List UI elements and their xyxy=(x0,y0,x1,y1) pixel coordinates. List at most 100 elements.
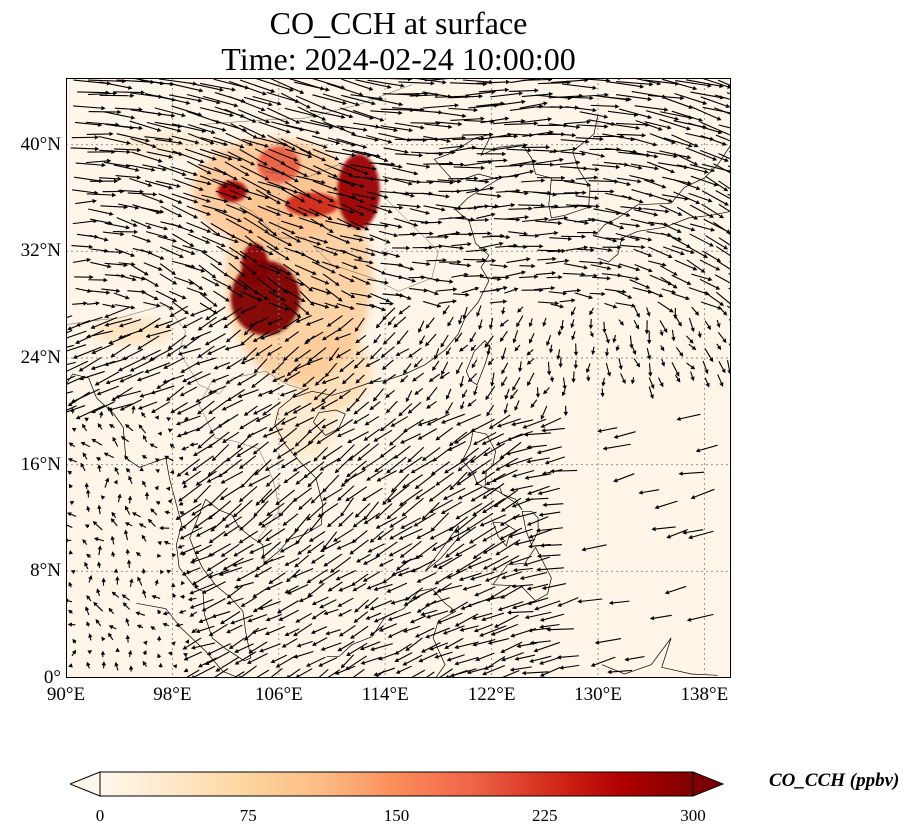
wind-arrow xyxy=(215,656,240,672)
wind-arrow xyxy=(101,288,121,293)
wind-arrow xyxy=(563,405,568,417)
wind-arrow xyxy=(366,177,390,183)
wind-arrow xyxy=(78,357,102,372)
wind-arrow xyxy=(586,375,591,382)
wind-arrow xyxy=(414,472,436,489)
wind-arrow xyxy=(275,489,296,506)
wind-arrow xyxy=(718,237,731,247)
wind-arrow xyxy=(518,361,523,373)
wind-arrow xyxy=(237,389,259,398)
wind-arrow xyxy=(281,231,302,243)
wind-arrow xyxy=(188,82,224,92)
wind-arrow xyxy=(352,582,367,592)
wind-arrow xyxy=(719,307,728,316)
wind-arrow xyxy=(476,158,508,163)
wind-arrow xyxy=(280,220,304,230)
wind-arrow xyxy=(311,596,329,606)
wind-arrow xyxy=(121,348,144,361)
wind-arrow xyxy=(278,609,299,621)
wind-arrow xyxy=(164,455,174,462)
wind-arrow xyxy=(560,95,594,101)
wind-arrow xyxy=(619,222,641,228)
wind-arrow xyxy=(549,376,555,383)
x-tick-label: 122°E xyxy=(467,684,516,705)
wind-arrow xyxy=(536,553,561,559)
wind-arrow xyxy=(252,95,282,106)
wind-arrow xyxy=(504,287,519,294)
wind-arrow xyxy=(689,105,722,121)
wind-arrow xyxy=(157,553,162,558)
wind-arrow xyxy=(338,390,351,400)
wind-arrow xyxy=(110,535,115,545)
wind-arrow xyxy=(194,584,199,589)
wind-arrow xyxy=(268,384,284,394)
colorbar-tick-label: 300 xyxy=(680,806,706,825)
wind-arrow xyxy=(519,101,548,109)
wind-arrow xyxy=(476,193,502,199)
wind-arrow xyxy=(129,177,153,187)
wind-arrow xyxy=(354,317,365,332)
wind-arrow xyxy=(448,107,478,113)
wind-arrow xyxy=(589,246,613,253)
wind-arrow xyxy=(98,135,131,145)
wind-arrow xyxy=(688,122,723,135)
wind-arrow xyxy=(549,147,578,153)
wind-arrow xyxy=(718,360,726,374)
wind-arrow xyxy=(251,373,270,388)
wind-arrow xyxy=(561,234,586,239)
wind-arrow xyxy=(660,345,665,352)
wind-arrow xyxy=(268,417,286,432)
wind-arrow xyxy=(493,489,519,508)
wind-arrow xyxy=(481,612,505,622)
wind-arrow xyxy=(232,499,253,518)
wind-arrow xyxy=(82,539,88,545)
wind-arrow xyxy=(117,493,122,503)
wind-arrow xyxy=(355,387,367,403)
wind-arrow xyxy=(159,273,178,285)
wind-arrow xyxy=(150,626,156,631)
wind-arrow xyxy=(560,151,586,156)
wind-arrow xyxy=(420,609,438,617)
wind-arrow xyxy=(441,413,465,424)
map-plot xyxy=(66,78,731,678)
wind-arrow xyxy=(206,557,228,572)
wind-arrow xyxy=(686,613,714,622)
wind-arrow xyxy=(95,457,101,462)
wind-arrow xyxy=(423,300,442,308)
wind-arrow xyxy=(373,611,397,623)
wind-arrow xyxy=(479,625,507,637)
wind-arrow xyxy=(297,278,313,292)
wind-arrow xyxy=(390,416,408,427)
wind-arrow xyxy=(704,348,714,363)
wind-arrow xyxy=(394,122,425,130)
wind-arrow xyxy=(88,633,93,641)
wind-arrow xyxy=(428,484,452,502)
wind-arrow xyxy=(211,611,231,619)
wind-arrow xyxy=(131,234,152,243)
wind-arrow xyxy=(431,539,451,551)
wind-arrow xyxy=(718,124,731,129)
wind-arrow xyxy=(494,143,528,151)
wind-arrow xyxy=(402,474,423,489)
wind-arrow xyxy=(220,611,241,625)
wind-arrow xyxy=(154,458,160,463)
wind-arrow xyxy=(238,279,259,295)
wind-arrow xyxy=(299,290,315,306)
wind-arrow xyxy=(434,572,453,585)
wind-arrow xyxy=(138,523,147,528)
wind-arrow xyxy=(171,204,199,219)
wind-arrow xyxy=(367,96,404,107)
wind-arrow xyxy=(228,96,266,112)
wind-arrow xyxy=(374,455,396,473)
wind-arrow xyxy=(440,334,449,348)
wind-arrow xyxy=(363,151,389,162)
wind-arrow xyxy=(213,167,238,181)
wind-arrow xyxy=(67,512,77,517)
wind-arrow xyxy=(367,543,385,553)
wind-arrow xyxy=(249,542,272,554)
wind-arrow xyxy=(485,385,496,401)
wind-arrow xyxy=(66,344,87,352)
wind-arrow xyxy=(482,539,506,554)
wind-arrow xyxy=(392,191,415,198)
wind-arrow xyxy=(303,461,325,479)
